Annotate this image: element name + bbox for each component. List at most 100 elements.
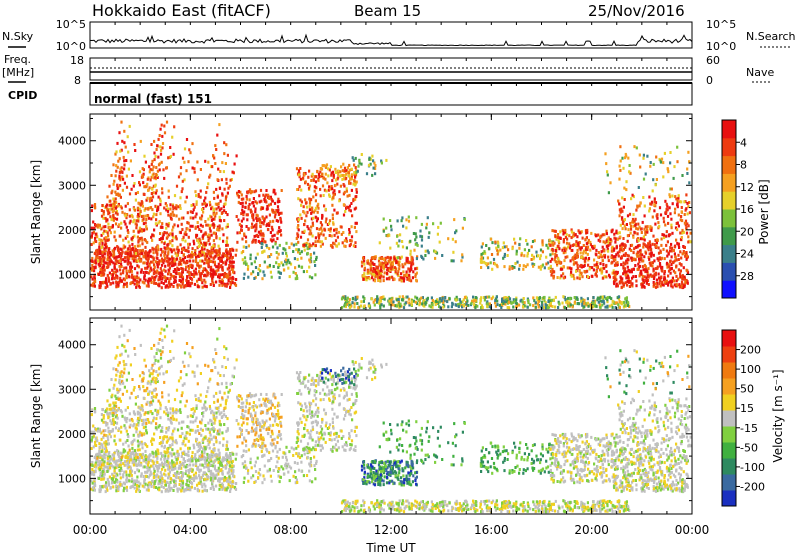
power-echo: [513, 237, 516, 241]
power-echo: [133, 182, 136, 185]
power-echo: [607, 244, 610, 247]
power-echo: [100, 233, 103, 237]
power-echo: [599, 295, 602, 299]
power-echo: [161, 235, 164, 239]
power-echo: [350, 173, 353, 177]
power-echo: [353, 163, 356, 167]
power-echo: [119, 247, 122, 251]
power-echo: [273, 215, 277, 219]
power-echo: [258, 217, 261, 221]
power-echo: [536, 298, 539, 302]
power-echo: [687, 235, 690, 239]
power-echo: [414, 267, 417, 271]
power-echo: [155, 274, 158, 278]
power-echo: [299, 177, 302, 181]
power-echo: [271, 239, 274, 243]
power-echo: [161, 257, 164, 261]
power-echo: [174, 262, 177, 266]
power-echo: [643, 238, 646, 242]
power-echo: [354, 183, 357, 187]
power-echo: [587, 257, 591, 260]
power-echo: [338, 199, 341, 203]
power-echo: [367, 304, 370, 308]
power-echo: [515, 249, 518, 253]
velocity-echo: [166, 481, 169, 485]
power-echo: [524, 304, 527, 308]
power-echo: [672, 176, 675, 180]
power-echo: [122, 285, 125, 289]
power-echo: [215, 236, 218, 240]
power-echo: [603, 275, 606, 279]
power-echo: [504, 302, 507, 306]
power-echo: [190, 204, 193, 207]
velocity-echo: [200, 476, 203, 480]
power-echo: [221, 278, 224, 282]
power-echo: [552, 241, 555, 245]
power-echo: [622, 300, 626, 304]
power-echo: [417, 299, 420, 303]
power-echo: [559, 230, 562, 234]
power-echo: [168, 257, 171, 261]
power-echo: [270, 225, 274, 229]
power-echo: [683, 275, 686, 279]
power-echo: [641, 220, 644, 224]
power-echo: [439, 305, 442, 309]
power-echo: [111, 249, 114, 253]
power-echo: [635, 146, 638, 150]
power-echo: [342, 203, 345, 207]
power-echo: [639, 237, 642, 241]
velocity-echo: [217, 477, 220, 481]
power-echo: [521, 305, 525, 309]
power-echo: [389, 256, 392, 260]
power-echo: [376, 295, 379, 299]
power-echo: [318, 175, 321, 179]
power-echo: [630, 270, 633, 274]
power-echo: [674, 271, 677, 275]
power-echo: [350, 167, 353, 171]
power-echo: [345, 187, 348, 191]
power-echo: [670, 282, 673, 286]
power-echo: [584, 229, 588, 233]
power-echo: [642, 268, 645, 272]
power-echo: [540, 300, 544, 304]
power-echo: [576, 263, 579, 267]
power-echo: [616, 251, 619, 255]
power-echo: [187, 160, 190, 164]
power-echo: [586, 248, 589, 251]
power-echo: [97, 259, 100, 263]
power-echo: [485, 263, 488, 267]
velocity-echo: [200, 450, 204, 454]
power-echo: [242, 276, 245, 280]
power-echo: [300, 250, 303, 254]
power-echo: [602, 300, 605, 303]
power-echo: [607, 236, 610, 240]
power-echo: [685, 254, 688, 258]
power-echo: [199, 251, 202, 255]
power-echo: [391, 265, 394, 269]
power-echo: [295, 274, 298, 278]
power-echo: [536, 302, 540, 306]
power-echo: [313, 189, 316, 193]
power-echo: [401, 240, 404, 243]
power-echo: [353, 305, 356, 309]
power-echo: [302, 205, 305, 209]
power-echo: [179, 243, 182, 247]
power-echo: [372, 300, 375, 304]
power-echo: [678, 285, 682, 289]
power-echo: [243, 210, 246, 214]
power-echo: [656, 216, 659, 220]
power-echo: [555, 254, 558, 258]
power-echo: [310, 217, 313, 221]
power-echo: [294, 272, 297, 275]
power-echo: [636, 267, 639, 271]
velocity-echo: [125, 473, 128, 477]
power-echo: [192, 269, 196, 273]
power-echo: [159, 145, 162, 149]
power-echo: [133, 234, 136, 238]
power-echo: [568, 242, 571, 246]
power-echo: [317, 236, 321, 240]
power-echo: [676, 145, 679, 149]
power-echo: [173, 268, 176, 271]
power-echo: [298, 175, 301, 179]
power-echo: [459, 300, 462, 304]
